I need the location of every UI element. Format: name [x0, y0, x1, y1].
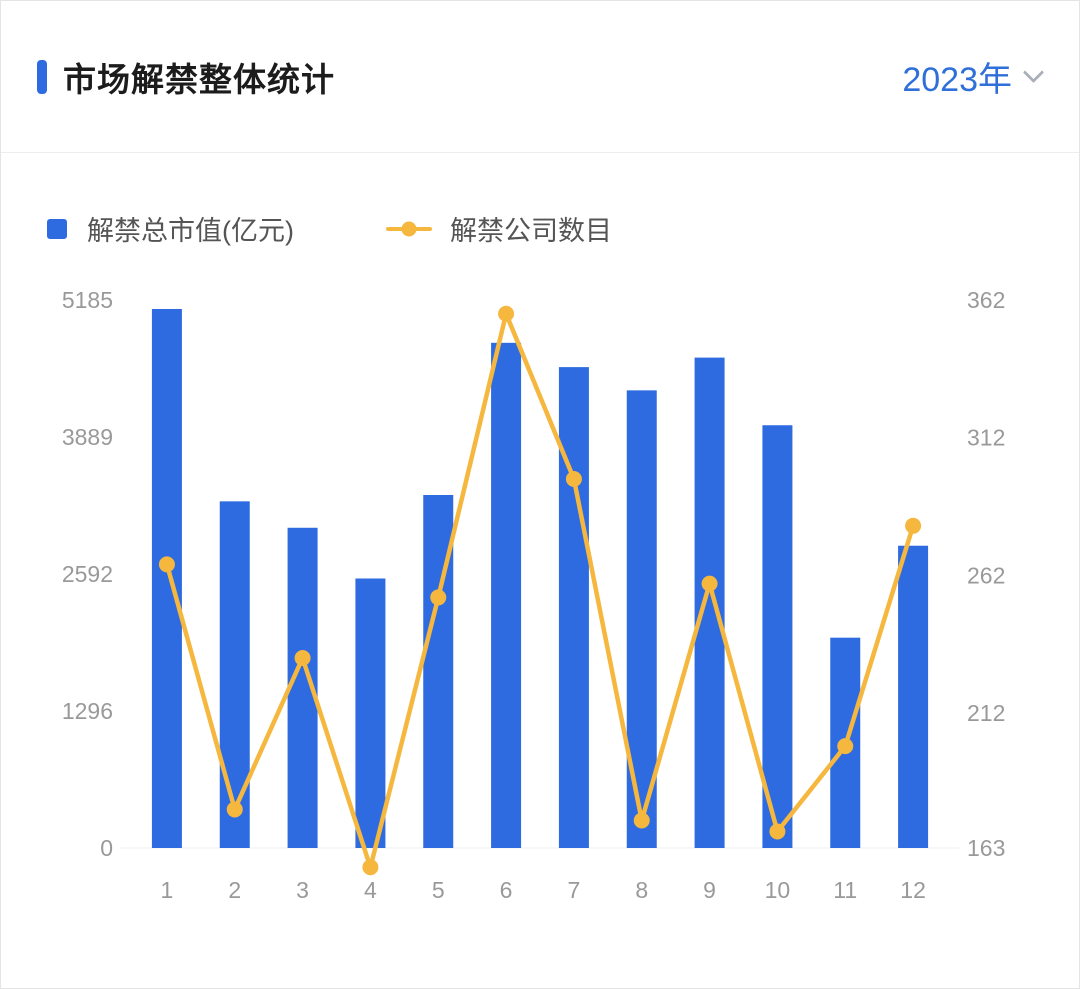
bar-month-4[interactable] — [355, 578, 386, 848]
legend-label-market-value: 解禁总市值(亿元) — [87, 216, 294, 246]
line-point-month-6[interactable] — [498, 305, 515, 322]
bar-legend-swatch-icon — [47, 218, 67, 239]
x-axis-label-month-2: 2 — [228, 877, 241, 903]
x-axis-label-month-1: 1 — [161, 877, 174, 903]
page-title: 市场解禁整体统计 — [63, 60, 335, 98]
line-point-month-10[interactable] — [769, 823, 786, 840]
x-axis-label-month-10: 10 — [765, 877, 791, 903]
left-axis-tick: 2592 — [62, 561, 113, 587]
line-point-month-12[interactable] — [905, 517, 922, 534]
x-axis-label-month-12: 12 — [900, 877, 926, 903]
x-axis-label-month-8: 8 — [635, 877, 648, 903]
line-point-month-8[interactable] — [633, 812, 650, 829]
left-axis-tick: 1296 — [62, 698, 113, 724]
left-axis-tick: 3889 — [62, 424, 113, 450]
x-axis-label-month-5: 5 — [432, 877, 445, 903]
left-axis-tick: 5185 — [62, 287, 113, 313]
bar-month-10[interactable] — [762, 425, 793, 848]
bar-month-12[interactable] — [898, 545, 929, 848]
x-axis-label-month-6: 6 — [500, 877, 513, 903]
chevron-down-icon[interactable] — [1022, 61, 1045, 84]
line-point-month-9[interactable] — [701, 575, 718, 592]
x-axis-label-month-11: 11 — [833, 877, 857, 903]
x-axis-label-month-7: 7 — [568, 877, 581, 903]
title-wrap: 市场解禁整体统计 — [37, 53, 335, 101]
line-point-month-1[interactable] — [158, 556, 175, 573]
legend-item-market-value[interactable]: 解禁总市值(亿元) — [47, 209, 294, 248]
year-selector[interactable]: 2023年 — [902, 52, 1045, 101]
x-axis-label-month-9: 9 — [703, 877, 716, 903]
bar-month-7[interactable] — [558, 367, 589, 848]
line-point-month-7[interactable] — [565, 470, 582, 487]
line-point-month-5[interactable] — [430, 589, 447, 606]
line-point-month-4[interactable] — [362, 859, 379, 876]
title-accent-bar — [37, 59, 47, 94]
x-axis-label-month-3: 3 — [296, 877, 309, 903]
bar-month-1[interactable] — [151, 308, 182, 848]
company-count-line — [164, 311, 916, 870]
right-axis-tick: 163 — [967, 835, 1005, 861]
year-selector-value[interactable]: 2023年 — [902, 61, 1012, 99]
bar-month-2[interactable] — [219, 501, 250, 848]
line-point-month-2[interactable] — [226, 801, 243, 818]
bar-month-9[interactable] — [694, 357, 725, 848]
line-point-month-11[interactable] — [837, 738, 854, 755]
chart-area: 0 1296 2592 3889 5185 163 212 262 312 362 1 2 3 4 5 6 7 8… — [1, 260, 1079, 965]
left-axis-tick: 0 — [100, 835, 113, 861]
x-axis-label-month-4: 4 — [364, 877, 377, 903]
right-axis-tick: 262 — [967, 562, 1005, 588]
card-header: 市场解禁整体统计 2023年 — [1, 1, 1079, 153]
chart-legend: 解禁总市值(亿元) 解禁公司数目 — [1, 209, 1079, 248]
line-legend-swatch-icon — [385, 219, 432, 239]
legend-item-company-count[interactable]: 解禁公司数目 — [385, 209, 612, 248]
right-axis-tick: 312 — [967, 425, 1005, 451]
bar-month-6[interactable] — [491, 342, 522, 848]
line-point-month-3[interactable] — [294, 649, 311, 666]
right-axis-tick: 362 — [967, 287, 1005, 313]
right-axis-tick: 212 — [967, 700, 1005, 726]
legend-label-company-count: 解禁公司数目 — [449, 216, 612, 246]
